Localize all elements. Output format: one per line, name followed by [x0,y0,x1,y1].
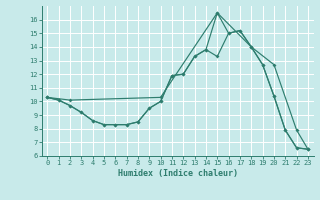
X-axis label: Humidex (Indice chaleur): Humidex (Indice chaleur) [118,169,237,178]
